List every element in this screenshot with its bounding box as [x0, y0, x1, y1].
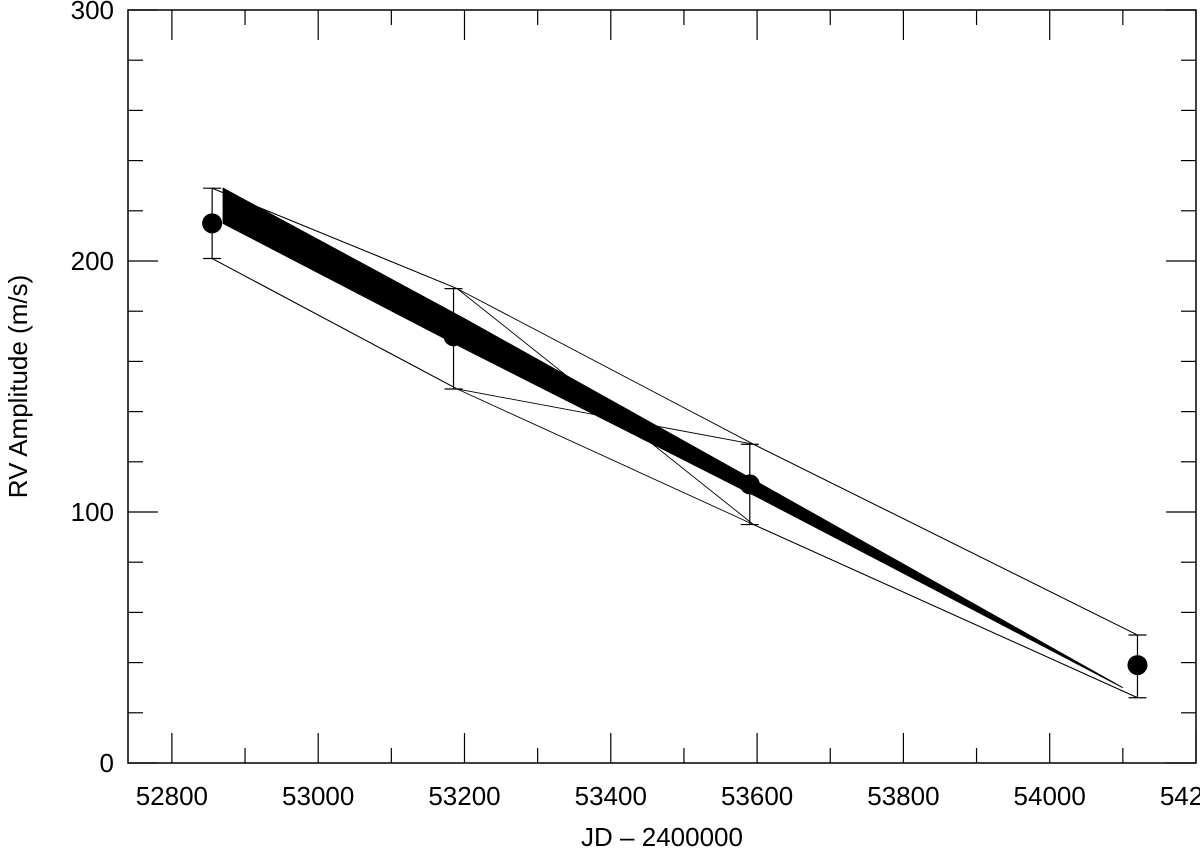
bounding-line-1	[211, 258, 1138, 699]
data-point	[443, 326, 464, 347]
x-axis-title: JD – 2400000	[581, 822, 743, 851]
y-tick-label: 100	[71, 497, 114, 527]
plot-frame	[127, 9, 1197, 764]
x-tick-label: 54000	[1014, 781, 1086, 811]
y-tick-labels: 0 100 200 300	[71, 0, 114, 778]
x-tick-label: 53200	[428, 781, 500, 811]
data-points	[202, 213, 1148, 676]
envelope-band-shape	[222, 187, 1124, 689]
y-tick-label: 300	[71, 0, 114, 25]
x-tick-label: 53800	[867, 781, 939, 811]
x-tick-label: 53600	[721, 781, 793, 811]
x-tick-label: 53000	[282, 781, 354, 811]
x-tick-label: 53400	[575, 781, 647, 811]
y-tick-label: 200	[71, 246, 114, 276]
x-tick-label: 54200	[1160, 781, 1200, 811]
envelope-band	[222, 187, 1124, 689]
bounding-line-0	[211, 187, 1138, 636]
x-tick-label: 52800	[136, 781, 208, 811]
data-point	[739, 474, 760, 495]
y-axis-title: RV Amplitude (m/s)	[3, 275, 33, 498]
y-tick-label: 0	[100, 748, 114, 778]
data-point	[1127, 655, 1148, 676]
axis-ticks	[128, 9, 1197, 764]
x-tick-labels: 52800 53000 53200 53400 53600 53800 54000 54200	[136, 781, 1200, 811]
data-point	[202, 213, 223, 234]
